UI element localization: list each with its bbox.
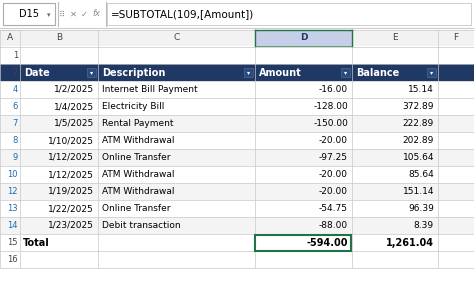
Text: 96.39: 96.39 (408, 204, 434, 213)
Text: 15.14: 15.14 (408, 85, 434, 94)
Text: D: D (300, 33, 307, 42)
Text: C: C (173, 33, 180, 42)
Text: -16.00: -16.00 (319, 85, 348, 94)
Text: 16: 16 (8, 255, 18, 264)
Text: -20.00: -20.00 (319, 187, 348, 196)
Text: -20.00: -20.00 (319, 170, 348, 179)
Bar (0, 30, 474, 46)
Bar (0, 132, 474, 149)
Text: -97.25: -97.25 (319, 153, 348, 162)
Text: 1/23/2025: 1/23/2025 (48, 221, 94, 230)
Text: 2: 2 (13, 68, 18, 77)
Bar (244, 68, 253, 77)
Text: ATM Withdrawal: ATM Withdrawal (102, 136, 174, 145)
Text: Online Transfer: Online Transfer (102, 153, 171, 162)
Text: 1/5/2025: 1/5/2025 (54, 119, 94, 128)
Text: Electricity Bill: Electricity Bill (102, 102, 164, 111)
Bar (0, 166, 474, 183)
Text: 6: 6 (13, 102, 18, 111)
Text: ▾: ▾ (430, 70, 433, 75)
Text: D15: D15 (19, 9, 39, 19)
Text: 1/22/2025: 1/22/2025 (48, 204, 94, 213)
Text: ✕: ✕ (70, 10, 76, 19)
Text: Internet Bill Payment: Internet Bill Payment (102, 85, 198, 94)
Bar (0, 64, 474, 81)
Bar (0, 149, 474, 166)
Text: 1/4/2025: 1/4/2025 (54, 102, 94, 111)
Text: 13: 13 (8, 204, 18, 213)
Text: 15: 15 (8, 238, 18, 247)
Text: -54.75: -54.75 (319, 204, 348, 213)
Text: -128.00: -128.00 (313, 102, 348, 111)
Text: 85.64: 85.64 (408, 170, 434, 179)
Text: 8: 8 (13, 136, 18, 145)
Text: 151.14: 151.14 (402, 187, 434, 196)
Text: 1/2/2025: 1/2/2025 (54, 85, 94, 94)
Text: ATM Withdrawal: ATM Withdrawal (102, 170, 174, 179)
Bar (87, 68, 96, 77)
Text: F: F (454, 33, 458, 42)
Bar (427, 68, 436, 77)
Text: A: A (7, 33, 13, 42)
Text: -20.00: -20.00 (319, 136, 348, 145)
Text: 9: 9 (13, 153, 18, 162)
Bar (107, 3, 471, 25)
Text: Online Transfer: Online Transfer (102, 204, 171, 213)
Text: 372.89: 372.89 (402, 102, 434, 111)
Text: =SUBTOTAL(109,[Amount]): =SUBTOTAL(109,[Amount]) (111, 9, 254, 19)
Bar (0, 251, 474, 268)
Text: -88.00: -88.00 (319, 221, 348, 230)
Text: 8.39: 8.39 (414, 221, 434, 230)
Text: Total: Total (23, 237, 50, 248)
Text: ▾: ▾ (247, 70, 250, 75)
Bar (0, 234, 474, 251)
Text: Balance: Balance (356, 67, 399, 78)
Text: 12: 12 (8, 187, 18, 196)
Text: Amount: Amount (259, 67, 302, 78)
Bar (341, 68, 350, 77)
Text: ATM Withdrawal: ATM Withdrawal (102, 187, 174, 196)
Bar (0, 217, 474, 234)
Text: 1/12/2025: 1/12/2025 (48, 170, 94, 179)
Bar (0, 81, 474, 98)
Text: 4: 4 (13, 85, 18, 94)
Text: fx: fx (92, 10, 100, 19)
Bar (0, 183, 474, 200)
Bar (0, 0, 474, 28)
Bar (0, 98, 474, 115)
Text: 105.64: 105.64 (402, 153, 434, 162)
Bar (0, 47, 474, 64)
Text: 1/12/2025: 1/12/2025 (48, 153, 94, 162)
Text: 7: 7 (13, 119, 18, 128)
Bar (0, 115, 474, 132)
Text: Debit transaction: Debit transaction (102, 221, 181, 230)
Text: -150.00: -150.00 (313, 119, 348, 128)
Text: 1/19/2025: 1/19/2025 (48, 187, 94, 196)
Text: Rental Payment: Rental Payment (102, 119, 173, 128)
Text: -594.00: -594.00 (307, 237, 348, 248)
Bar (255, 235, 352, 250)
Text: 1,261.04: 1,261.04 (386, 237, 434, 248)
Text: 222.89: 222.89 (403, 119, 434, 128)
Text: 1: 1 (13, 51, 18, 60)
Text: Date: Date (24, 67, 50, 78)
Text: B: B (56, 33, 62, 42)
Bar (255, 30, 352, 46)
Bar (0, 200, 474, 217)
Text: ⠿: ⠿ (59, 10, 65, 19)
Text: ▾: ▾ (344, 70, 347, 75)
Text: E: E (392, 33, 398, 42)
Text: ✓: ✓ (81, 10, 88, 19)
Text: 14: 14 (8, 221, 18, 230)
Text: 10: 10 (8, 170, 18, 179)
Text: 202.89: 202.89 (402, 136, 434, 145)
Text: Description: Description (102, 67, 165, 78)
Text: ▾: ▾ (90, 70, 93, 75)
Bar (3, 3, 55, 25)
Text: ▾: ▾ (47, 12, 51, 18)
Text: 1/10/2025: 1/10/2025 (48, 136, 94, 145)
